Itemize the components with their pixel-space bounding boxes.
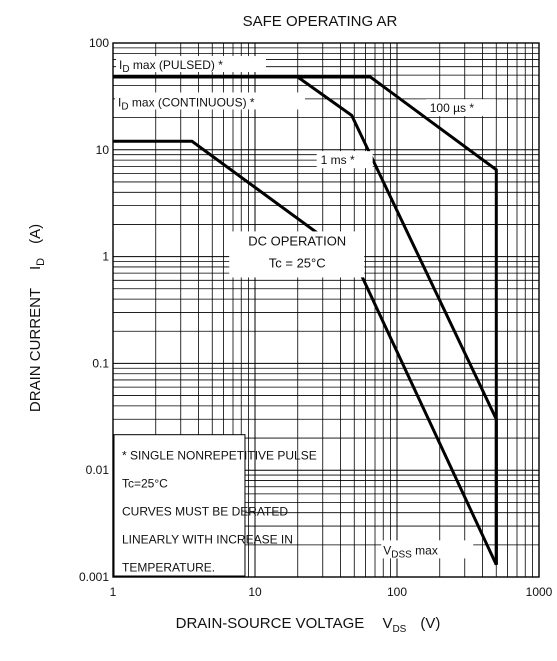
plot-grid <box>113 43 539 577</box>
vdss-label-bg <box>381 540 474 559</box>
vdss-label: VDSS max <box>383 543 438 560</box>
y-axis-label: DRAIN CURRENT ID (A) <box>27 224 47 412</box>
vdss-label-pre: V <box>383 543 391 557</box>
label-1ms-bg <box>316 151 373 169</box>
label-100us-bg <box>425 99 496 117</box>
y-axis-label-main: DRAIN CURRENT <box>27 288 44 412</box>
pulsed-label-bg <box>116 56 266 73</box>
x-tick-label: 100 <box>387 585 407 599</box>
continuous-label: ID max (CONTINUOUS) * <box>118 95 255 112</box>
y-tick-label: 0.001 <box>79 570 109 584</box>
dc-label-line2: Tc = 25°C <box>269 255 326 270</box>
label-100us: 100 µs * <box>430 101 475 115</box>
y-axis-label-symbol-sub: D <box>35 258 47 266</box>
x-axis-label: DRAIN-SOURCE VOLTAGE VDS (V) <box>176 615 441 635</box>
chart-title: SAFE OPERATING AR <box>243 13 398 30</box>
pulsed-label-pre: I <box>119 58 122 72</box>
note-line: TEMPERATURE. <box>122 561 215 575</box>
vdss-label-sub: DSS <box>391 549 412 560</box>
note-line: CURVES MUST BE DERATED <box>122 505 288 519</box>
pulsed-label: ID max (PULSED) * <box>119 58 223 75</box>
x-tick-label: 1000 <box>526 585 553 599</box>
label-1ms: 1 ms * <box>321 153 355 167</box>
continuous-label-sub: D <box>121 101 128 112</box>
continuous-label-bg <box>115 92 305 110</box>
x-axis-label-symbol: V <box>382 615 392 632</box>
tick-labels: 1 10 100 1000 100 10 1 0.1 0.01 0.001 <box>79 36 553 599</box>
series-line-2 <box>113 139 498 566</box>
y-tick-label: 0.1 <box>92 356 109 370</box>
y-tick-label: 1 <box>102 250 109 264</box>
continuous-label-pre: I <box>118 95 121 109</box>
dc-label-bg <box>229 231 365 278</box>
vdss-label-post: max <box>412 543 438 557</box>
y-axis-label-symbol: I <box>27 266 44 270</box>
curves <box>113 75 498 566</box>
y-tick-label: 10 <box>96 143 110 157</box>
note-line: * SINGLE NONREPETITIVE PULSE <box>122 449 317 463</box>
x-axis-label-main: DRAIN-SOURCE VOLTAGE <box>176 615 365 632</box>
pulsed-label-sub: D <box>122 64 129 75</box>
note-box <box>113 434 246 577</box>
pulsed-label-post: max (PULSED) * <box>130 58 224 72</box>
series-line-1 <box>113 75 498 565</box>
continuous-label-post: max (CONTINUOUS) * <box>129 95 255 109</box>
y-tick-label: 0.01 <box>86 463 110 477</box>
x-axis-label-symbol-sub: DS <box>392 624 406 635</box>
y-axis-label-unit: (A) <box>27 224 44 244</box>
x-axis-label-unit: (V) <box>420 615 440 632</box>
note-line: Tc=25°C <box>122 477 168 491</box>
x-tick-label: 1 <box>110 585 117 599</box>
x-tick-label: 10 <box>248 585 262 599</box>
note-line: LINEARLY WITH INCREASE IN <box>122 533 293 547</box>
dc-label-line1: DC OPERATION <box>248 233 346 248</box>
y-tick-label: 100 <box>89 36 109 50</box>
curve-labels: * SINGLE NONREPETITIVE PULSE Tc=25°C CURVE… <box>113 56 496 577</box>
plot-frame <box>112 42 540 578</box>
